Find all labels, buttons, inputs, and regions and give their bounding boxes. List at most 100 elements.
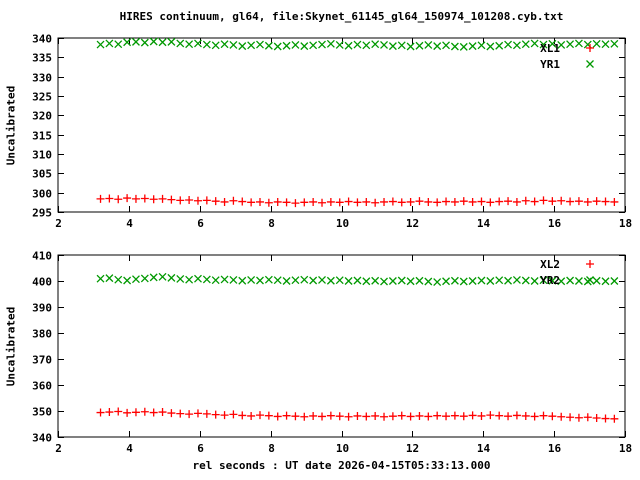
cross-marker <box>557 277 566 286</box>
plus-marker <box>521 411 530 420</box>
cross-marker <box>211 276 220 285</box>
plus-marker <box>530 197 539 206</box>
plus-marker <box>300 198 309 207</box>
cross-marker <box>318 40 326 49</box>
plus-marker <box>105 194 114 203</box>
y-tick-label: 340 <box>32 33 52 46</box>
cross-marker <box>610 277 619 285</box>
plus-marker <box>415 411 424 420</box>
plus-marker <box>96 194 105 203</box>
cross-marker <box>353 276 362 285</box>
plot-title: HIRES continuum, gl64, file:Skynet_61145… <box>119 10 564 23</box>
cross-marker <box>574 277 583 285</box>
cross-marker <box>300 42 309 51</box>
cross-marker <box>397 276 406 285</box>
plus-marker <box>291 412 300 421</box>
cross-marker <box>495 41 504 50</box>
plus-marker <box>468 197 477 206</box>
x-tick-label: 16 <box>548 442 562 455</box>
cross-marker <box>335 276 344 285</box>
plus-marker <box>548 412 557 421</box>
plus-marker <box>264 198 273 207</box>
cross-marker <box>424 277 433 286</box>
plus-marker <box>344 412 353 421</box>
y-tick-label: 295 <box>32 207 52 220</box>
plus-marker <box>450 197 459 206</box>
plus-marker <box>131 408 140 417</box>
plus-marker <box>211 197 220 206</box>
plus-marker <box>309 411 318 420</box>
plus-marker <box>557 412 566 421</box>
cross-marker <box>442 41 451 50</box>
plus-marker <box>326 197 335 206</box>
plus-marker <box>539 196 548 205</box>
cross-marker <box>282 41 291 50</box>
legend-label: XL1 <box>540 42 560 55</box>
plus-marker <box>557 196 566 205</box>
x-tick-label: 14 <box>477 442 491 455</box>
plus-marker <box>282 198 291 207</box>
plus-marker <box>353 198 362 207</box>
panel-top: 2 4 6 8 10 12 14 16 18 295 300 305 310 315 320 325 330 33… <box>32 33 632 231</box>
plus-marker <box>309 197 318 206</box>
cross-marker <box>158 38 167 47</box>
plus-marker <box>406 412 415 421</box>
cross-marker <box>468 42 477 51</box>
plot-frame <box>57 37 626 213</box>
x-tick-label: 18 <box>619 217 632 230</box>
plus-marker <box>229 410 238 419</box>
x-tick-label: 16 <box>548 217 562 230</box>
cross-marker <box>530 277 539 285</box>
plus-marker <box>397 198 406 207</box>
cross-marker <box>486 42 495 51</box>
cross-marker <box>247 276 256 284</box>
plus-marker <box>255 411 264 420</box>
cross-marker <box>220 40 229 49</box>
cross-marker <box>442 277 451 286</box>
cross-marker <box>123 38 132 47</box>
cross-marker <box>256 40 264 49</box>
plus-marker <box>521 196 530 205</box>
plus-marker <box>495 411 504 420</box>
cross-marker <box>123 276 132 285</box>
plus-marker <box>592 197 601 206</box>
cross-marker <box>149 37 158 46</box>
x-tick-label: 10 <box>336 217 349 230</box>
y-tick-label: 300 <box>32 188 52 201</box>
cross-marker <box>433 42 442 51</box>
plus-marker <box>388 197 397 206</box>
plus-marker <box>424 412 433 421</box>
plot-frame <box>57 254 626 438</box>
plus-marker <box>211 410 220 419</box>
cross-marker <box>504 276 513 285</box>
plus-marker <box>566 413 575 422</box>
plus-marker <box>185 410 194 419</box>
cross-marker <box>495 276 504 285</box>
cross-marker <box>353 40 362 49</box>
cross-marker <box>512 41 521 50</box>
cross-marker <box>211 41 220 50</box>
cross-marker <box>512 276 521 284</box>
cross-marker <box>450 42 459 51</box>
legend-label: YR1 <box>540 58 560 71</box>
plus-marker <box>610 414 619 423</box>
cross-marker <box>105 39 114 48</box>
plus-marker <box>601 414 610 423</box>
cross-marker <box>388 42 397 51</box>
y-tick-label: 410 <box>32 250 52 263</box>
cross-marker <box>415 276 424 285</box>
cross-marker <box>574 39 583 48</box>
plus-marker <box>504 197 513 206</box>
cross-marker <box>504 40 513 49</box>
cross-marker <box>548 39 557 48</box>
cross-marker <box>105 274 114 283</box>
plus-marker <box>583 197 592 206</box>
plus-marker <box>264 411 273 420</box>
plus-marker <box>131 194 140 203</box>
cross-marker <box>592 39 601 48</box>
cross-marker <box>468 277 477 285</box>
cross-marker <box>459 42 468 51</box>
cross-marker <box>586 60 594 68</box>
